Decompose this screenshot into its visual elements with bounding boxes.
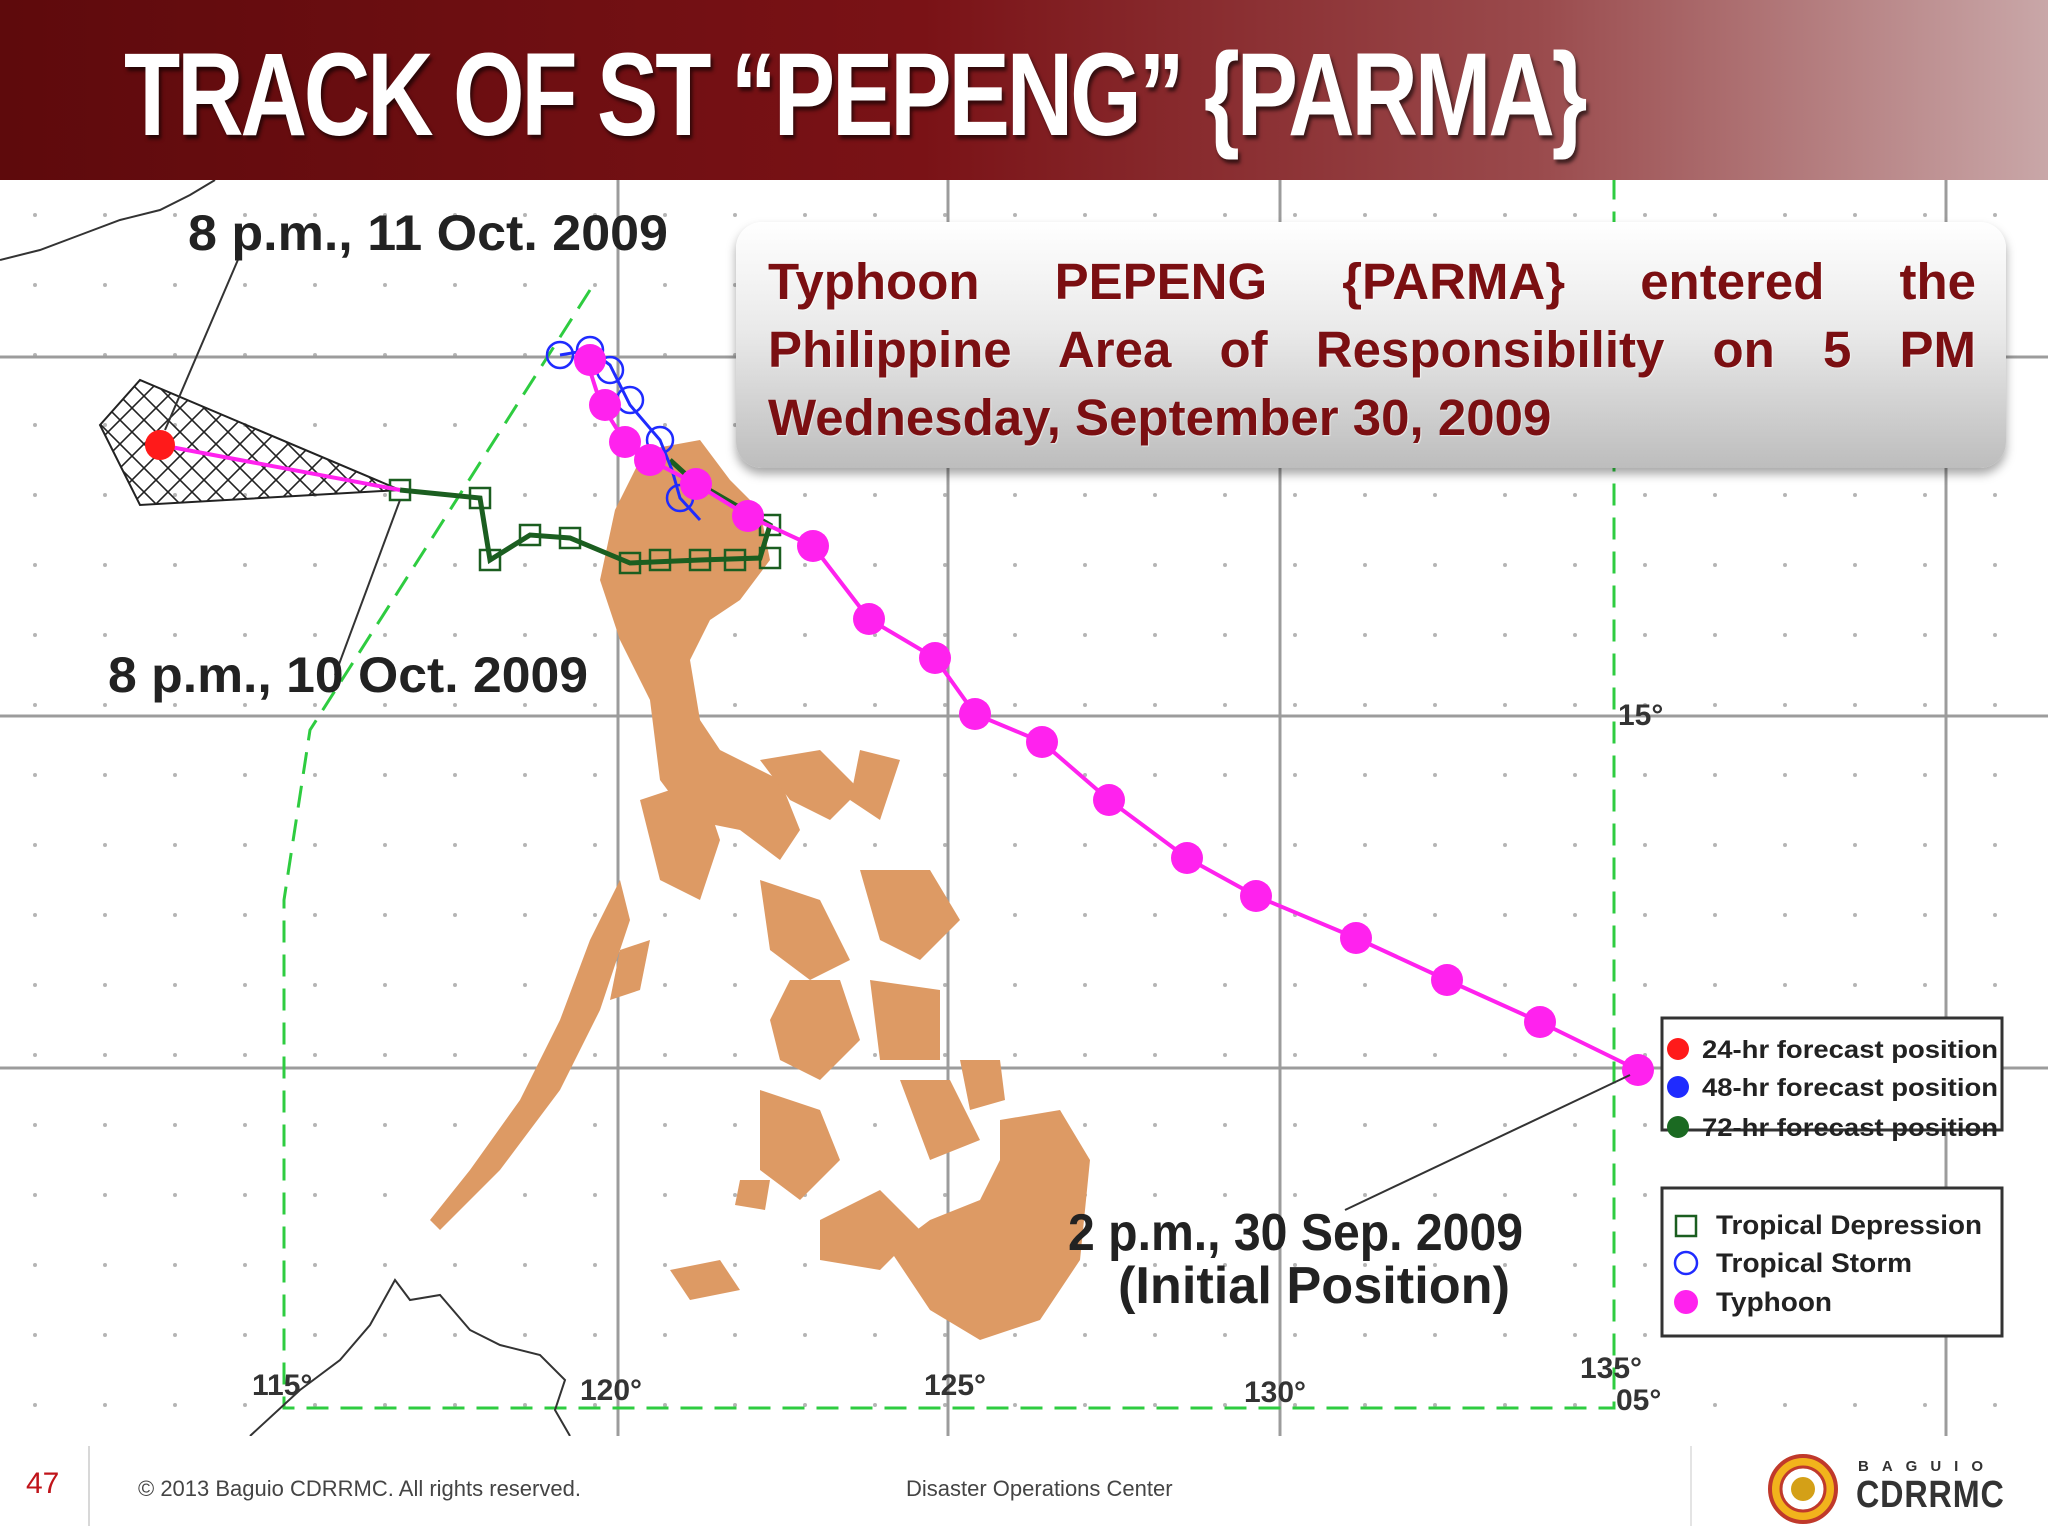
forecast-position-marker [145, 430, 175, 460]
par-boundary [282, 180, 1616, 1410]
coastline-china [0, 180, 216, 261]
legend-48hr: 48-hr forecast position [1702, 1074, 1998, 1102]
slide-header-bar: TRACK OF ST “PEPENG” {PARMA} [0, 0, 2048, 180]
par-entry-callout: Typhoon PEPENG {PARMA} entered the Phili… [736, 222, 2006, 468]
philippines-landmass [430, 440, 1090, 1340]
footer-center-text: Disaster Operations Center [906, 1476, 1173, 1501]
legend-24hr: 24-hr forecast position [1702, 1036, 1998, 1064]
legend-typhoon: Typhoon [1716, 1287, 1832, 1317]
legend-72hr: 72-hr forecast position [1702, 1114, 1998, 1142]
footer-divider [88, 1446, 90, 1526]
copyright-text: © 2013 Baguio CDRRMC. All rights reserve… [138, 1476, 581, 1501]
lon-label-115: 115° [252, 1369, 312, 1402]
depression-markers [388, 478, 782, 575]
annotation-final-position: 8 p.m., 11 Oct. 2009 [188, 205, 668, 261]
logo-city-text: BAGUIO [1858, 1458, 1996, 1475]
footer-divider-right [1690, 1446, 1692, 1526]
forecast-legend: 24-hr forecast position 48-hr forecast p… [1660, 1016, 2004, 1142]
intensity-legend: Tropical Depression Tropical Storm Typho… [1660, 1186, 2004, 1338]
annotation-initial-position: 2 p.m., 30 Sep. 2009 [1068, 1204, 1523, 1262]
forecast-projection-line [159, 443, 401, 492]
slide-title: TRACK OF ST “PEPENG” {PARMA} [124, 29, 1587, 161]
callout-text: Typhoon PEPENG {PARMA} entered the Phili… [768, 253, 1976, 446]
lon-label-135: 135° [1580, 1352, 1642, 1385]
slide-footer: 47 © 2013 Baguio CDRRMC. All rights rese… [0, 1436, 2048, 1536]
annotation-oct10-position: 8 p.m., 10 Oct. 2009 [108, 647, 588, 703]
logo-org-text: CDRRMC [1856, 1474, 2005, 1516]
lat-label-15: 15° [1618, 699, 1663, 732]
annotation-initial-position-note: (Initial Position) [1118, 1257, 1510, 1315]
typhoon-markers [574, 344, 1654, 1086]
legend-tropical-storm: Tropical Storm [1716, 1248, 1912, 1278]
lon-label-125: 125° [924, 1369, 986, 1402]
legend-tropical-depression: Tropical Depression [1716, 1210, 1982, 1240]
lat-label-05: 05° [1616, 1384, 1661, 1417]
cdrrmc-seal-icon [1768, 1454, 1838, 1524]
page-number: 47 [26, 1467, 60, 1500]
lon-label-130: 130° [1244, 1376, 1306, 1409]
annotation-leader-lines [164, 254, 1631, 1211]
lon-label-120: 120° [580, 1374, 642, 1407]
coastline-borneo [249, 1278, 571, 1436]
